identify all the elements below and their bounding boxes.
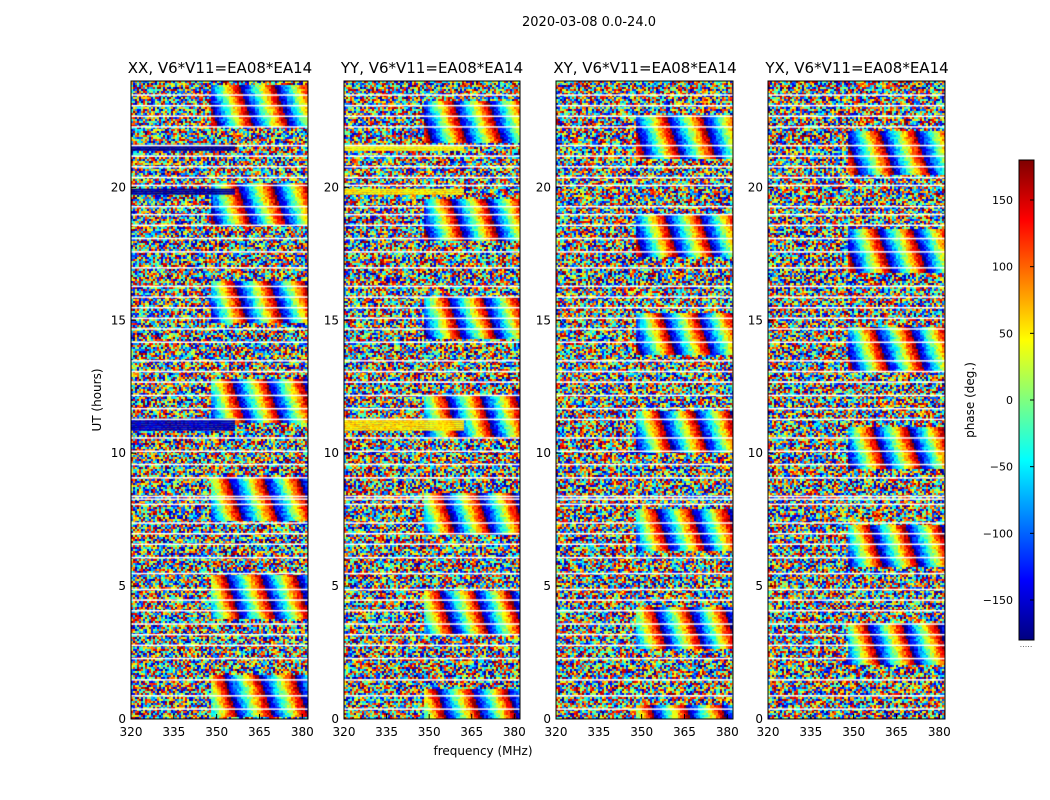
y-tick-label: 20 bbox=[324, 180, 339, 194]
y-tick-label: 0 bbox=[331, 712, 339, 726]
panel-2: YY, V6*V11=EA08*EA14 320 335 350 365 380 0 5 10… bbox=[324, 59, 526, 739]
colorbar-tick-label: 50 bbox=[999, 327, 1013, 340]
panel-2-phase-image bbox=[344, 81, 520, 719]
panel-4: YX, V6*V11=EA08*EA14 320 335 350 365 380 0 5 10… bbox=[748, 59, 951, 739]
panel-1-title: XX, V6*V11=EA08*EA14 bbox=[128, 59, 312, 77]
y-tick-label: 5 bbox=[755, 579, 763, 593]
y-tick-label: 5 bbox=[118, 579, 126, 593]
colorbar-ticks: 150 100 50 0 −50 −100 −150 bbox=[983, 194, 1034, 607]
x-tick-label: 380 bbox=[291, 725, 314, 739]
panel-3-title: XY, V6*V11=EA08*EA14 bbox=[553, 59, 736, 77]
panel-4-phase-image bbox=[768, 81, 945, 719]
panel-4-image bbox=[768, 81, 945, 719]
x-tick-label: 335 bbox=[799, 725, 822, 739]
y-tick-label: 5 bbox=[543, 579, 551, 593]
x-tick-label: 320 bbox=[545, 725, 568, 739]
x-tick-label: 350 bbox=[205, 725, 228, 739]
y-tick-label: 0 bbox=[118, 712, 126, 726]
x-tick-label: 380 bbox=[928, 725, 951, 739]
x-tick-label: 320 bbox=[120, 725, 143, 739]
x-tick-label: 335 bbox=[587, 725, 610, 739]
panel-1-image bbox=[131, 81, 308, 719]
colorbar: 150 100 50 0 −50 −100 −150 phase (deg.) ..... bbox=[963, 159, 1035, 649]
panel-3-axes: 320 335 350 365 380 0 5 10 15 20 bbox=[536, 180, 739, 739]
x-tick-label: 365 bbox=[673, 725, 696, 739]
y-tick-label: 0 bbox=[543, 712, 551, 726]
colorbar-below-label: ..... bbox=[1020, 640, 1033, 649]
x-tick-label: 365 bbox=[460, 725, 483, 739]
x-tick-label: 350 bbox=[842, 725, 865, 739]
panel-1-frame bbox=[130, 80, 309, 720]
panel-4-frame bbox=[767, 80, 946, 720]
x-tick-label: 350 bbox=[418, 725, 441, 739]
panel-3-frame bbox=[555, 80, 734, 720]
panel-3-image bbox=[556, 81, 733, 719]
panel-1-axes: 320 335 350 365 380 0 5 10 15 20 bbox=[111, 180, 314, 739]
x-axis-label: frequency (MHz) bbox=[433, 744, 532, 758]
colorbar-tick-label: −150 bbox=[983, 594, 1013, 607]
x-tick-label: 380 bbox=[716, 725, 739, 739]
y-tick-label: 0 bbox=[755, 712, 763, 726]
colorbar-tick-label: 150 bbox=[992, 194, 1013, 207]
y-tick-label: 15 bbox=[536, 313, 551, 327]
x-tick-label: 365 bbox=[885, 725, 908, 739]
panel-1: XX, V6*V11=EA08*EA14 320 335 350 365 380 0 5 10… bbox=[111, 59, 314, 739]
x-tick-label: 365 bbox=[248, 725, 271, 739]
x-tick-label: 335 bbox=[162, 725, 185, 739]
y-tick-label: 20 bbox=[536, 180, 551, 194]
panel-4-title: YX, V6*V11=EA08*EA14 bbox=[764, 59, 948, 77]
panel-2-title: YY, V6*V11=EA08*EA14 bbox=[340, 59, 523, 77]
y-axis-label: UT (hours) bbox=[90, 368, 104, 431]
colorbar-tick-label: −100 bbox=[983, 527, 1013, 540]
panel-2-image bbox=[344, 81, 520, 719]
figure-suptitle: 2020-03-08 0.0-24.0 bbox=[522, 15, 656, 30]
x-tick-label: 335 bbox=[375, 725, 398, 739]
panel-3: XY, V6*V11=EA08*EA14 320 335 350 365 380 0 5 10… bbox=[536, 59, 739, 739]
x-tick-label: 320 bbox=[757, 725, 780, 739]
colorbar-label: phase (deg.) bbox=[963, 362, 977, 438]
panel-2-axes: 320 335 350 365 380 0 5 10 15 20 bbox=[324, 180, 526, 739]
colorbar-tick-label: 100 bbox=[992, 261, 1013, 274]
y-tick-label: 20 bbox=[748, 180, 763, 194]
x-tick-label: 380 bbox=[503, 725, 526, 739]
x-tick-label: 350 bbox=[630, 725, 653, 739]
y-tick-label: 10 bbox=[111, 446, 126, 460]
panel-3-phase-image bbox=[556, 81, 733, 719]
panel-1-phase-image bbox=[131, 81, 308, 719]
y-tick-label: 10 bbox=[748, 446, 763, 460]
y-tick-label: 15 bbox=[324, 313, 339, 327]
x-tick-label: 320 bbox=[333, 725, 356, 739]
y-tick-label: 10 bbox=[324, 446, 339, 460]
y-tick-label: 20 bbox=[111, 180, 126, 194]
colorbar-tick-label: −50 bbox=[990, 461, 1013, 474]
colorbar-tick-label: 0 bbox=[1006, 394, 1013, 407]
y-tick-label: 10 bbox=[536, 446, 551, 460]
y-tick-label: 15 bbox=[111, 313, 126, 327]
y-tick-label: 5 bbox=[331, 579, 339, 593]
panel-2-frame bbox=[343, 80, 521, 720]
y-tick-label: 15 bbox=[748, 313, 763, 327]
panel-4-axes: 320 335 350 365 380 0 5 10 15 20 bbox=[748, 180, 951, 739]
